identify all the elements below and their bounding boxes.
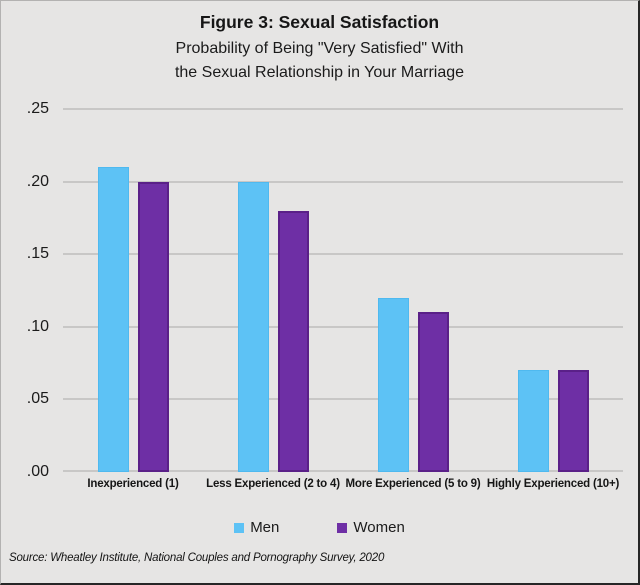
legend-swatch-men <box>234 522 245 533</box>
gridline <box>63 108 623 110</box>
gridline <box>63 398 623 401</box>
legend-item-women: Women <box>337 519 405 536</box>
gridline <box>63 180 623 183</box>
x-axis-label: Inexperienced (1) <box>87 478 179 490</box>
y-tick-label: .20 <box>26 172 49 190</box>
bar-women-2 <box>417 312 449 472</box>
source-note: Source: Wheatley Institute, National Cou… <box>9 552 385 564</box>
bar-men-0 <box>97 167 129 472</box>
legend-label-men: Men <box>250 519 280 536</box>
gridline <box>63 253 623 256</box>
y-tick-label: .10 <box>26 317 49 335</box>
bar-men-3 <box>517 370 549 472</box>
plot-area <box>63 108 623 472</box>
legend-label-women: Women <box>353 519 405 536</box>
legend-item-men: Men <box>234 519 279 536</box>
x-axis-label: Less Experienced (2 to 4) <box>206 478 340 490</box>
x-axis-label: Highly Experienced (10+) <box>486 478 620 490</box>
y-tick-label: .00 <box>26 463 49 480</box>
y-tick-label: .05 <box>26 390 49 408</box>
chart-subtitle-line-2: the Sexual Relationship in Your Marriage <box>174 64 465 81</box>
bar-women-0 <box>137 181 169 472</box>
chart-subtitle: Probability of Being "Very Satisfied" Wi… <box>1 37 638 85</box>
x-axis-label: More Experienced (5 to 9) <box>345 478 481 490</box>
chart-title: Figure 3: Sexual Satisfaction <box>199 12 440 32</box>
gridline <box>63 325 623 328</box>
gridline <box>63 470 623 472</box>
chart-subtitle-line-1: Probability of Being "Very Satisfied" Wi… <box>175 40 464 57</box>
y-tick-label: .15 <box>26 245 49 263</box>
bar-women-1 <box>277 210 309 472</box>
bar-men-1 <box>237 181 269 472</box>
legend: Men Women <box>1 519 638 536</box>
y-tick-label: .25 <box>26 100 49 117</box>
legend-swatch-women <box>337 522 348 533</box>
bar-men-2 <box>377 297 409 472</box>
bar-women-3 <box>557 370 589 472</box>
